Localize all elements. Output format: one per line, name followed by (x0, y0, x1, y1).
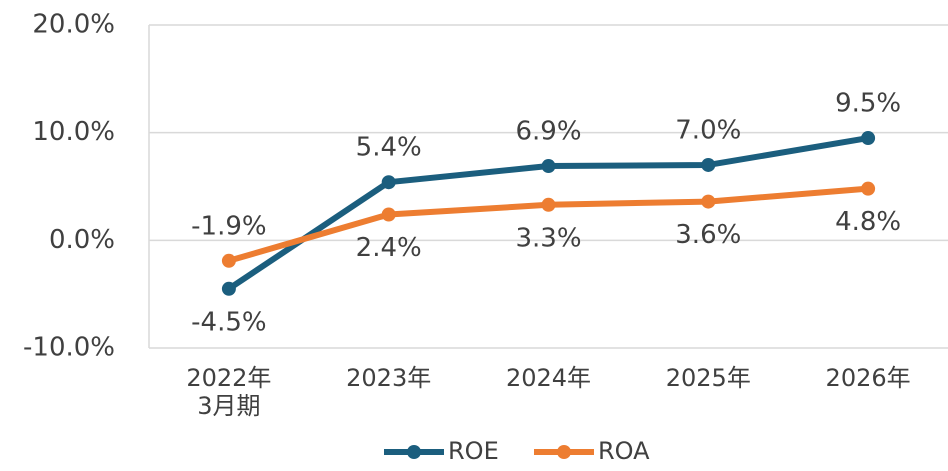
x-tick-label: 2022年 3月期 (186, 364, 272, 420)
legend-marker (557, 445, 571, 459)
marker (221, 253, 236, 268)
marker (701, 194, 716, 209)
x-tick-label: 2023年 (346, 364, 432, 392)
x-tick-label: 2025年 (665, 364, 751, 392)
data-label: 2.4% (356, 233, 422, 263)
data-label: 7.0% (675, 115, 741, 145)
legend-label: ROE (448, 437, 499, 465)
y-tick-label: 10.0% (32, 117, 115, 147)
data-label: 9.5% (835, 89, 901, 119)
marker (381, 175, 396, 190)
marker (541, 197, 556, 212)
data-label: 5.4% (356, 133, 422, 163)
marker (541, 159, 556, 174)
data-label: 4.8% (835, 207, 901, 237)
data-label: 3.6% (675, 220, 741, 250)
y-tick-label: 0.0% (49, 225, 115, 255)
marker (381, 207, 396, 222)
marker (701, 157, 716, 172)
y-tick-label: 20.0% (32, 10, 115, 40)
marker (861, 181, 876, 196)
legend-marker (407, 445, 421, 459)
x-tick-label: 2024年 (505, 364, 592, 392)
y-tick-label: -10.0% (23, 333, 115, 363)
marker (221, 281, 236, 296)
data-label: 6.9% (515, 117, 581, 147)
data-label: -4.5% (191, 307, 266, 337)
legend-label: ROA (598, 437, 650, 465)
data-label: 3.3% (515, 223, 581, 253)
marker (861, 131, 876, 146)
x-tick-label: 2026年 (825, 364, 911, 392)
data-label: -1.9% (191, 211, 266, 241)
